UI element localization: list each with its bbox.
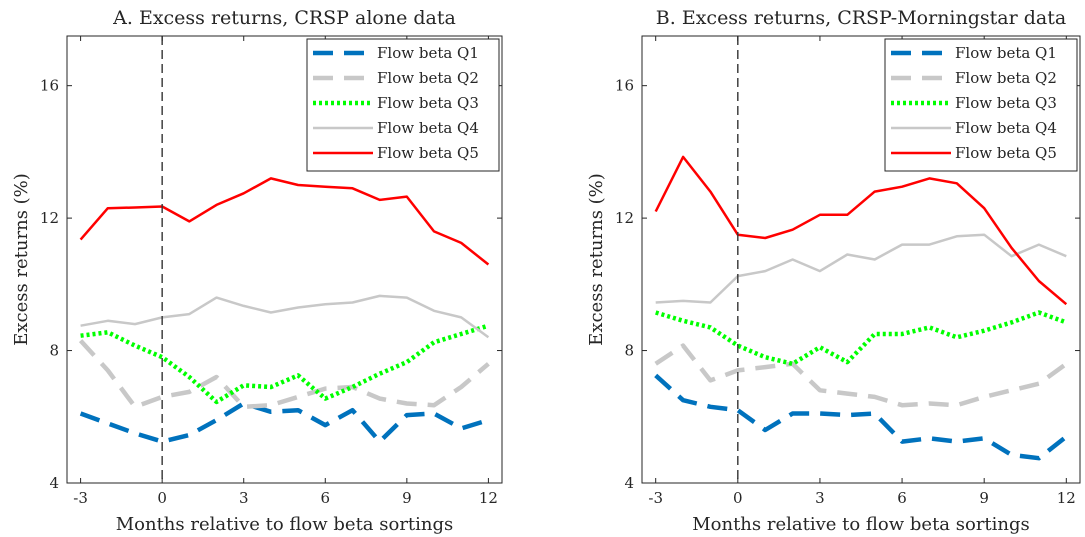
panel-a-legend-label-q3: Flow beta Q3	[377, 94, 479, 112]
panel-a-title: A. Excess returns, CRSP alone data	[112, 7, 456, 29]
panel-a-x-tick-label: -3	[73, 489, 88, 507]
panel-b-legend-label-q1: Flow beta Q1	[955, 44, 1057, 62]
panel-b-series	[654, 155, 1068, 461]
panel-b-y-tick-label: 12	[615, 209, 634, 227]
panel-a-series-line-q1	[79, 401, 490, 444]
panel-a-legend-label-q4: Flow beta Q4	[377, 119, 479, 137]
panel-a-legend-label-q5: Flow beta Q5	[377, 144, 479, 162]
panel-b-x-tick-label: -3	[648, 489, 663, 507]
panel-b-legend-label-q2: Flow beta Q2	[955, 69, 1057, 87]
panel-a-series-line-q3	[80, 323, 490, 405]
panel-b-y-tick-label: 8	[624, 342, 634, 360]
panel-a-axes-frame	[66, 35, 503, 484]
panel-b-legend-label-q3: Flow beta Q3	[955, 94, 1057, 112]
panel-a-series	[78, 177, 490, 444]
panel-a-x-tick-label: 6	[321, 489, 331, 507]
panel-a-series-line-q4	[80, 294, 490, 339]
panel-a-x-tick-label: 0	[157, 489, 167, 507]
panel-a-y-tick-label: 8	[49, 342, 59, 360]
panel-a-legend-label-q2: Flow beta Q2	[377, 69, 479, 87]
panel-a-y-axis-label: Excess returns (%)	[11, 173, 32, 346]
panel-b-title: B. Excess returns, CRSP-Morningstar data	[656, 7, 1066, 29]
panel-a-x-axis-label: Months relative to flow beta sortings	[116, 514, 454, 535]
panel-b-legend-label-q4: Flow beta Q4	[955, 119, 1057, 137]
panel-a-series-line-q5	[79, 177, 490, 266]
panel-b-legend: Flow beta Q1 Flow beta Q2 Flow beta Q3 Flow…	[884, 38, 1078, 172]
panel-a-y-tick-label: 16	[40, 77, 59, 95]
panel-b-x-tick-label: 9	[979, 489, 989, 507]
panel-b: B. Excess returns, CRSP-Morningstar data…	[586, 7, 1081, 535]
panel-b-series-line-q4	[655, 233, 1067, 304]
panel-a-y-tick-label: 12	[40, 209, 59, 227]
panel-a-y-tick-label: 4	[49, 474, 59, 492]
panel-b-y-tick-label: 4	[624, 474, 634, 492]
panel-b-x-tick-label: 3	[815, 489, 825, 507]
panel-a-legend: Flow beta Q1 Flow beta Q2 Flow beta Q3 Flow…	[306, 38, 500, 172]
panel-b-series-line-q1	[654, 373, 1068, 461]
panel-b-y-axis-label: Excess returns (%)	[586, 173, 607, 346]
panel-a: A. Excess returns, CRSP alone data -3 0 3 6 9…	[11, 7, 503, 535]
panel-a-x-tick-label: 9	[402, 489, 412, 507]
panel-a-legend-label-q1: Flow beta Q1	[377, 44, 479, 62]
panel-b-x-tick-label: 12	[1057, 489, 1076, 507]
panel-a-x-tick-label: 12	[479, 489, 498, 507]
panel-b-series-line-q2	[654, 343, 1068, 408]
panel-b-x-axis-label: Months relative to flow beta sortings	[692, 514, 1030, 535]
panel-b-x-tick-label: 6	[897, 489, 907, 507]
panel-b-series-line-q3	[655, 310, 1068, 367]
panel-b-axes-frame	[641, 35, 1081, 484]
panel-b-y-tick-label: 16	[615, 77, 634, 95]
panel-b-series-line-q5	[654, 155, 1068, 306]
panel-b-x-tick-label: 0	[733, 489, 743, 507]
panel-b-legend-label-q5: Flow beta Q5	[955, 144, 1057, 162]
panel-a-series-line-q2	[78, 339, 490, 410]
panel-a-x-tick-label: 3	[239, 489, 249, 507]
